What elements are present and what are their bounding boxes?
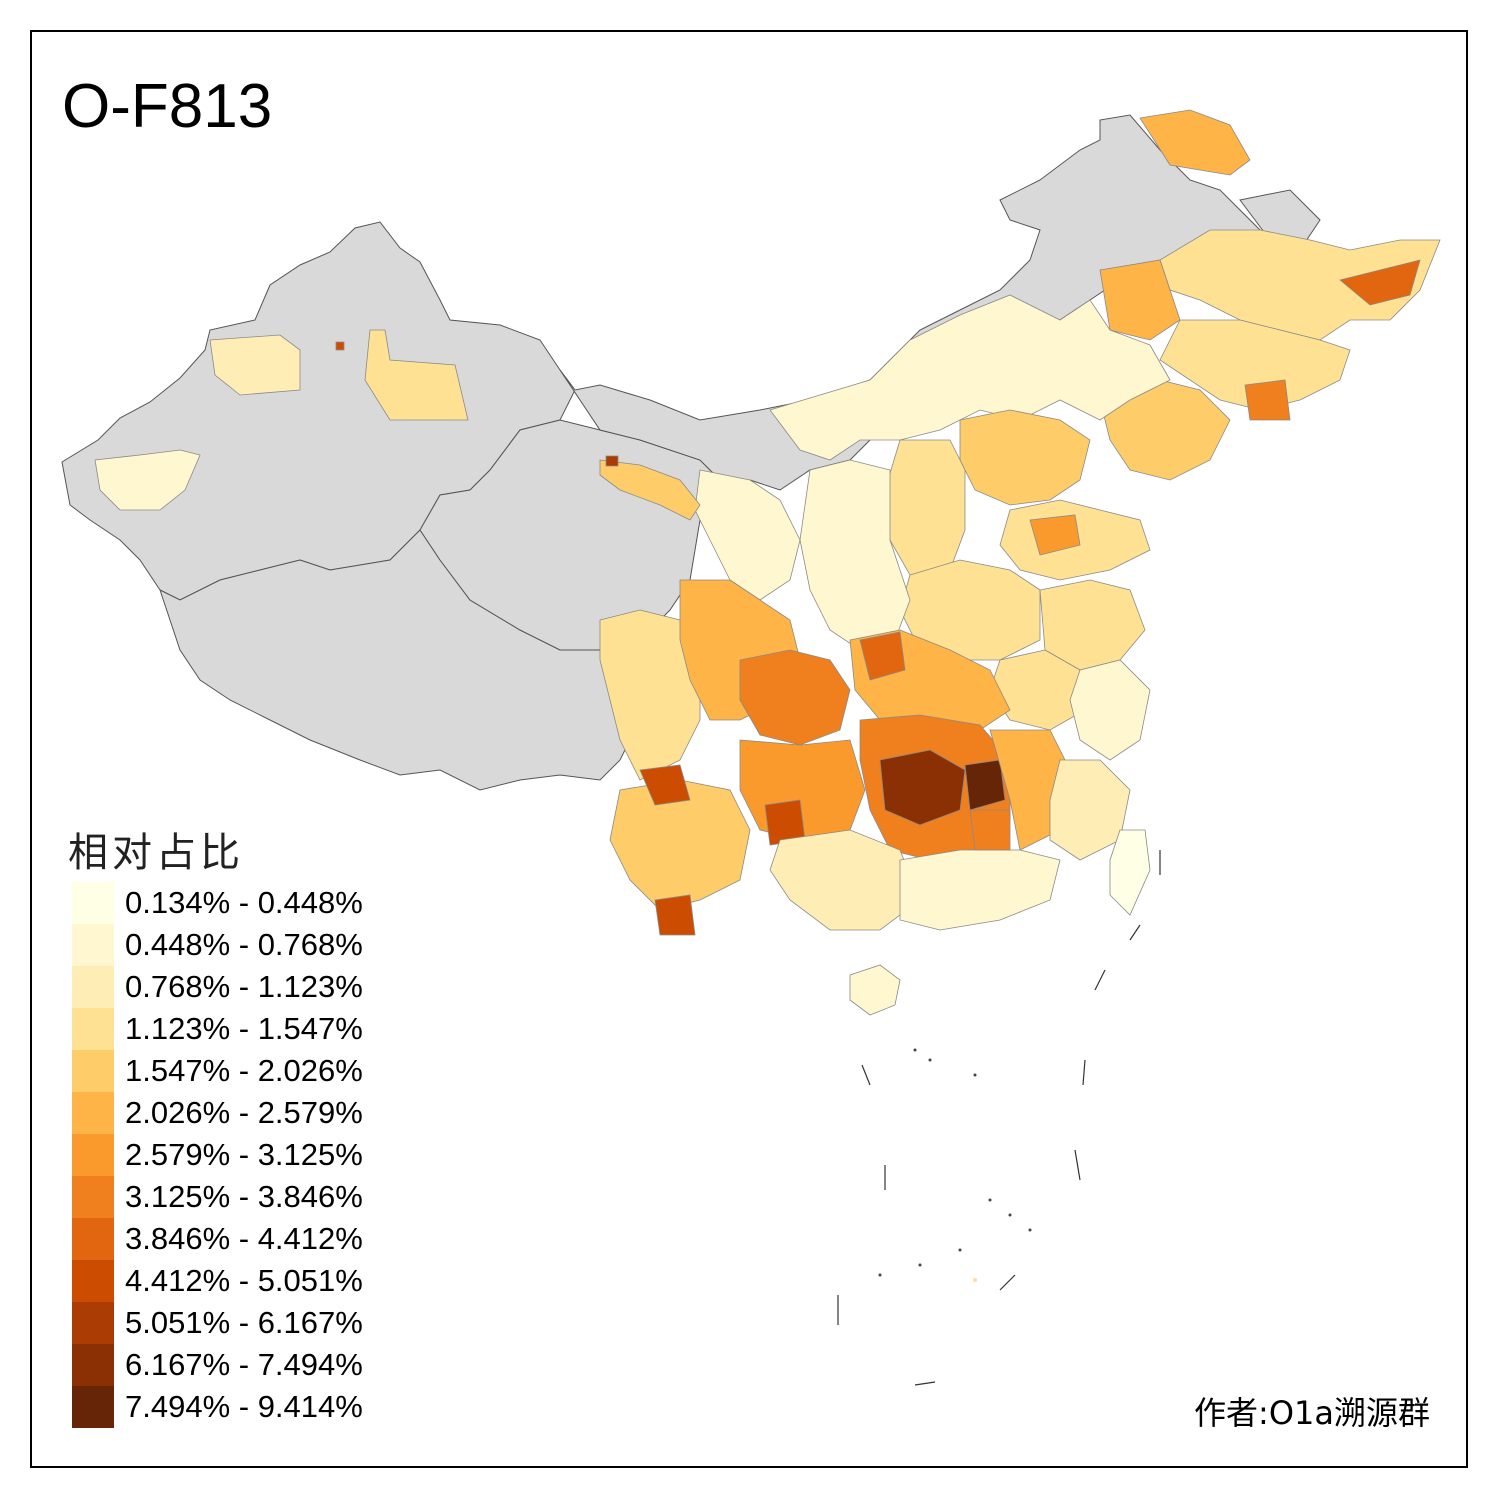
map-title: O-F813 bbox=[62, 72, 273, 141]
region-inner-mongolia-central bbox=[769, 294, 1171, 461]
legend-swatch bbox=[72, 1302, 114, 1344]
legend-swatch bbox=[72, 924, 114, 966]
region-gansu-strip bbox=[599, 459, 701, 521]
legend-label: 0.134% - 0.448% bbox=[125, 885, 363, 920]
island-dash-6 bbox=[1074, 1149, 1081, 1181]
island-dot bbox=[1008, 1213, 1012, 1217]
legend-label: 3.846% - 4.412% bbox=[125, 1221, 363, 1256]
region-hainan bbox=[849, 964, 901, 1016]
map-frame bbox=[30, 30, 1468, 1468]
author-credit: 作者:O1a溯源群 bbox=[1194, 1394, 1430, 1432]
legend-swatch bbox=[72, 1134, 114, 1176]
region-chongqing bbox=[739, 649, 851, 746]
legend-label: 1.547% - 2.026% bbox=[125, 1053, 363, 1088]
island-dash-1 bbox=[861, 1064, 871, 1086]
legend-label: 4.412% - 5.051% bbox=[125, 1263, 363, 1298]
legend-item: 2.579% - 3.125% bbox=[72, 1134, 412, 1176]
region-guangdong-east bbox=[969, 809, 1011, 851]
legend-label: 5.051% - 6.167% bbox=[125, 1305, 363, 1340]
region-inner-mongolia-east bbox=[1099, 259, 1181, 341]
legend-swatch bbox=[72, 1344, 114, 1386]
legend-swatch bbox=[72, 1092, 114, 1134]
legend-item: 0.448% - 0.768% bbox=[72, 924, 412, 966]
legend-label: 3.125% - 3.846% bbox=[125, 1179, 363, 1214]
region-hubei-west bbox=[859, 631, 906, 681]
legend-item: 1.547% - 2.026% bbox=[72, 1050, 412, 1092]
region-jilin-southeast bbox=[1244, 379, 1291, 421]
legend-swatch bbox=[72, 1176, 114, 1218]
legend-title: 相对占比 bbox=[68, 830, 244, 876]
region-guangdong bbox=[899, 849, 1061, 931]
region-jilin bbox=[1159, 319, 1351, 411]
region-yunnan bbox=[609, 779, 751, 911]
region-shanxi bbox=[884, 439, 966, 576]
island-dot bbox=[973, 1073, 977, 1077]
legend-swatch bbox=[72, 1008, 114, 1050]
island-dot bbox=[973, 1278, 977, 1282]
island-dash-7 bbox=[1082, 1059, 1086, 1086]
island-dots bbox=[878, 1048, 1032, 1282]
legend-item: 6.167% - 7.494% bbox=[72, 1344, 412, 1386]
legend-label: 2.026% - 2.579% bbox=[125, 1095, 363, 1130]
legend-item: 0.768% - 1.123% bbox=[72, 966, 412, 1008]
legend-swatch bbox=[72, 1050, 114, 1092]
region-xinjiang-dot bbox=[335, 341, 345, 351]
legend-swatch bbox=[72, 1218, 114, 1260]
legend-label: 6.167% - 7.494% bbox=[125, 1347, 363, 1382]
region-jiangxi-west bbox=[964, 759, 1006, 811]
region-gansu-dot bbox=[605, 455, 619, 467]
region-heilongjiang-north bbox=[1139, 109, 1251, 176]
region-sichuan-west bbox=[599, 609, 701, 781]
island-dot bbox=[958, 1248, 962, 1252]
legend-label: 1.123% - 1.547% bbox=[125, 1011, 363, 1046]
region-beijing-hebei bbox=[959, 409, 1091, 506]
region-liaoning bbox=[1099, 379, 1231, 481]
legend-swatch bbox=[72, 1260, 114, 1302]
legend-label: 0.768% - 1.123% bbox=[125, 969, 363, 1004]
region-guangxi bbox=[769, 829, 921, 931]
legend-label: 2.579% - 3.125% bbox=[125, 1137, 363, 1172]
region-hunan-core bbox=[879, 749, 966, 826]
region-zhejiang bbox=[1069, 659, 1151, 761]
legend-swatch bbox=[72, 882, 114, 924]
legend-item: 2.026% - 2.579% bbox=[72, 1092, 412, 1134]
legend-label: 0.448% - 0.768% bbox=[125, 927, 363, 962]
region-yunnan-west bbox=[639, 764, 691, 806]
legend-item: 0.134% - 0.448% bbox=[72, 882, 412, 924]
region-henan bbox=[899, 559, 1041, 661]
colored-regions bbox=[94, 109, 1441, 1016]
legend-item: 1.123% - 1.547% bbox=[72, 1008, 412, 1050]
legend-item: 4.412% - 5.051% bbox=[72, 1260, 412, 1302]
island-dot bbox=[928, 1058, 932, 1062]
legend-item: 5.051% - 6.167% bbox=[72, 1302, 412, 1344]
legend-item: 3.125% - 3.846% bbox=[72, 1176, 412, 1218]
region-heilongjiang-east bbox=[1339, 259, 1421, 306]
region-xinjiang-south bbox=[94, 449, 201, 511]
region-yunnan-south bbox=[654, 894, 696, 936]
legend-item: 3.846% - 4.412% bbox=[72, 1218, 412, 1260]
region-taiwan bbox=[1109, 829, 1151, 916]
region-fujian bbox=[1049, 759, 1131, 861]
island-dot bbox=[918, 1263, 922, 1267]
island-dash-8 bbox=[1094, 969, 1106, 991]
legend-swatch bbox=[72, 966, 114, 1008]
island-dot bbox=[988, 1198, 992, 1202]
region-heilongjiang bbox=[1159, 229, 1441, 341]
legend-label: 7.494% - 9.414% bbox=[125, 1389, 363, 1424]
island-dash-9 bbox=[1129, 924, 1141, 941]
legend-swatch bbox=[72, 1386, 114, 1428]
south-china-sea-islands bbox=[837, 850, 1161, 1386]
island-dot bbox=[913, 1048, 917, 1052]
island-dot bbox=[1028, 1228, 1032, 1232]
island-dash-4 bbox=[914, 1381, 936, 1386]
region-ningxia-gansu bbox=[694, 469, 801, 601]
region-xinjiang-ili bbox=[209, 334, 301, 396]
island-dash-5 bbox=[999, 1274, 1016, 1291]
region-shandong-inner bbox=[1029, 514, 1081, 556]
region-xinjiang-urumqi bbox=[364, 329, 469, 421]
island-dot bbox=[878, 1273, 882, 1277]
legend-item: 7.494% - 9.414% bbox=[72, 1386, 412, 1428]
